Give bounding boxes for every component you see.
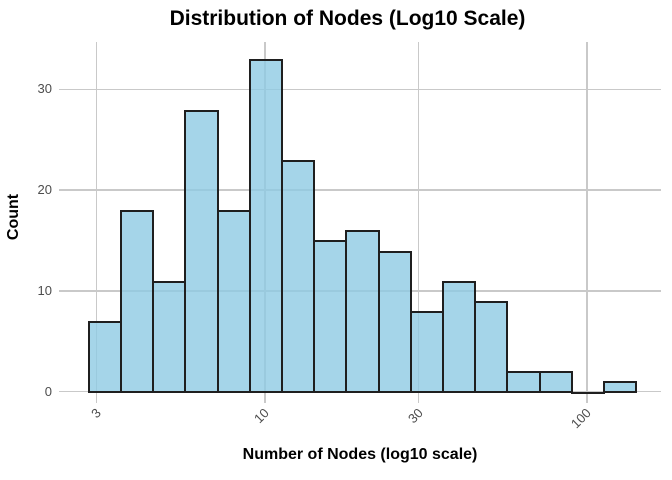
chart-title: Distribution of Nodes (Log10 Scale) (169, 7, 526, 30)
histogram-bar (345, 230, 380, 394)
histogram-bar (313, 240, 348, 394)
y-tick-label: 0 (44, 383, 52, 399)
histogram-bar (377, 250, 412, 394)
histogram-bar-zero (570, 391, 605, 394)
histogram-bar (409, 310, 445, 394)
x-tick-label: 100 (567, 405, 594, 432)
grid-line-x (417, 42, 420, 403)
x-tick-label: 30 (404, 405, 426, 427)
y-tick-label: 20 (37, 182, 52, 198)
histogram-bar (248, 59, 284, 394)
histogram-bar (88, 321, 123, 394)
histogram-bar (538, 371, 573, 394)
x-tick-label: 3 (87, 405, 104, 422)
histogram-bar (152, 280, 187, 394)
histogram-bar (216, 210, 251, 394)
grid-line-y (59, 88, 661, 91)
grid-line-x (586, 42, 588, 403)
histogram-bar (281, 159, 316, 394)
x-tick-label: 10 (251, 405, 272, 427)
histogram-bar (474, 300, 509, 394)
x-axis-title: Number of Nodes (log10 scale) (242, 446, 478, 463)
y-tick-label: 30 (37, 81, 52, 97)
histogram-bar (120, 210, 155, 394)
histogram-bar (602, 381, 638, 394)
grid-line-x (95, 42, 98, 403)
histogram-bar (442, 280, 477, 394)
histogram-bar (506, 371, 541, 394)
histogram-bar (184, 109, 219, 394)
grid-line-y (59, 189, 661, 191)
y-tick-label: 10 (37, 282, 52, 298)
